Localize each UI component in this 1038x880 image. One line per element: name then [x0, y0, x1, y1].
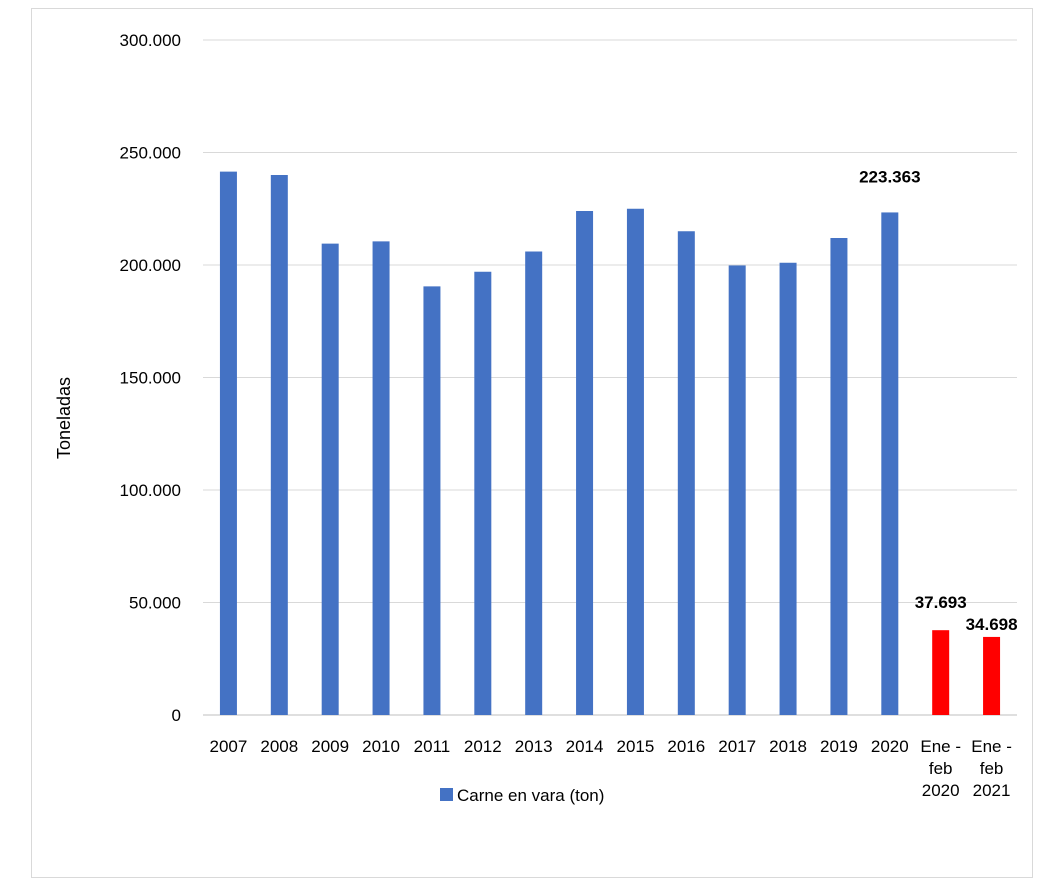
bar: [626, 208, 644, 715]
x-tick-label: 2014: [566, 737, 604, 756]
bar: [830, 238, 848, 715]
bars: [219, 171, 1001, 716]
bar: [219, 171, 237, 715]
bar: [932, 630, 950, 715]
x-tick-label: 2009: [311, 737, 349, 756]
bar: [474, 271, 492, 715]
y-tick-label: 50.000: [129, 594, 181, 613]
y-axis-ticks: 0 50.000 100.000 150.000 200.000 250.000 300.0…: [120, 31, 181, 725]
data-label: 223.363: [859, 167, 920, 186]
x-tick-label: Ene -feb 2020: [920, 737, 961, 800]
y-tick-label: 150.000: [120, 369, 181, 388]
bar: [779, 262, 797, 715]
bar: [677, 231, 695, 715]
x-tick-label: 2010: [362, 737, 400, 756]
x-tick-label: 2011: [414, 737, 451, 756]
y-tick-label: 250.000: [120, 144, 181, 163]
x-tick-label: Ene -feb 2021: [971, 737, 1012, 800]
y-axis-label: Toneladas: [54, 377, 74, 459]
legend-swatch: [440, 788, 453, 801]
bar: [423, 286, 441, 715]
y-tick-label: 100.000: [120, 481, 181, 500]
x-tick-label: 2017: [718, 737, 756, 756]
y-tick-label: 200.000: [120, 256, 181, 275]
bar: [881, 212, 899, 716]
x-tick-label: 2016: [667, 737, 705, 756]
bar: [576, 211, 594, 715]
bar: [728, 265, 746, 715]
x-tick-label: 2007: [210, 737, 248, 756]
x-tick-label: 2020: [871, 737, 909, 756]
data-labels: 223.363 37.693 34.698: [859, 167, 1017, 633]
y-tick-label: 300.000: [120, 31, 181, 50]
bar: [525, 251, 543, 715]
legend-label: Carne en vara (ton): [457, 786, 604, 805]
x-tick-label: 2019: [820, 737, 858, 756]
bar: [321, 243, 339, 715]
x-tick-label: 2018: [769, 737, 807, 756]
bar: [372, 241, 390, 715]
x-tick-label: 2008: [260, 737, 298, 756]
data-label: 37.693: [915, 593, 967, 612]
x-tick-label: 2015: [617, 737, 655, 756]
x-axis-ticks: 2007 2008 2009 2010 2011 2012 2013 2014 2015 2016…: [210, 737, 1012, 800]
data-label: 34.698: [966, 615, 1018, 634]
legend: Carne en vara (ton): [440, 786, 604, 805]
x-tick-label: 2012: [464, 737, 502, 756]
y-tick-label: 0: [172, 706, 181, 725]
bar: [983, 636, 1001, 715]
x-tick-label: 2013: [515, 737, 553, 756]
bar: [270, 175, 288, 715]
